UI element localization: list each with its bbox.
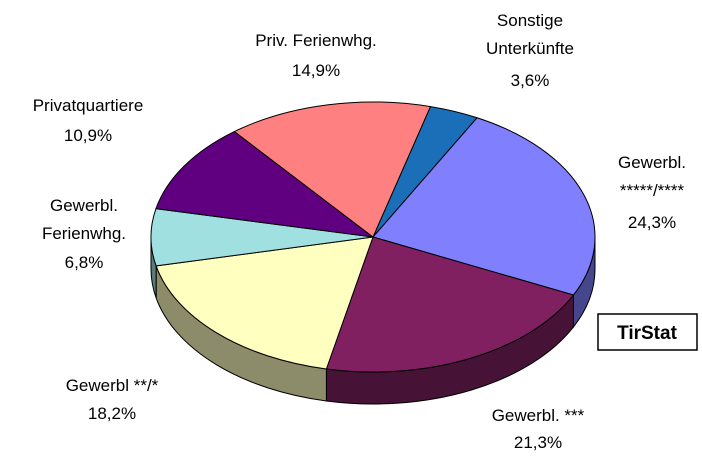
slice-value-label: 21,3% <box>514 433 562 452</box>
source-label: TirStat <box>617 323 678 344</box>
slice-value-label: 24,3% <box>628 213 676 232</box>
pie-slice <box>325 236 575 373</box>
slice-value-label: 18,2% <box>88 404 136 423</box>
slice-value-label: 10,9% <box>64 126 112 145</box>
source-box <box>597 313 698 351</box>
slice-label: Privatquartiere <box>33 96 144 115</box>
slice-label: Gewerbl **/* <box>66 376 159 395</box>
pie-slice <box>372 117 596 296</box>
slice-value-label: 3,6% <box>511 71 550 90</box>
slice-label: Gewerbl. Ferienwhg. <box>42 196 126 243</box>
slice-label: Gewerbl. *** <box>492 406 585 425</box>
slice-label: Gewerbl. *****/**** <box>618 153 686 200</box>
slice-label: Priv. Ferienwhg. <box>255 31 377 50</box>
pie-slice <box>155 130 375 238</box>
pie-slice <box>155 236 374 370</box>
pie-slice <box>233 101 432 238</box>
slice-label: Sonstige Unterkünfte <box>486 11 574 58</box>
slice-value-label: 14,9% <box>292 61 340 80</box>
slice-value-label: 6,8% <box>65 253 104 272</box>
